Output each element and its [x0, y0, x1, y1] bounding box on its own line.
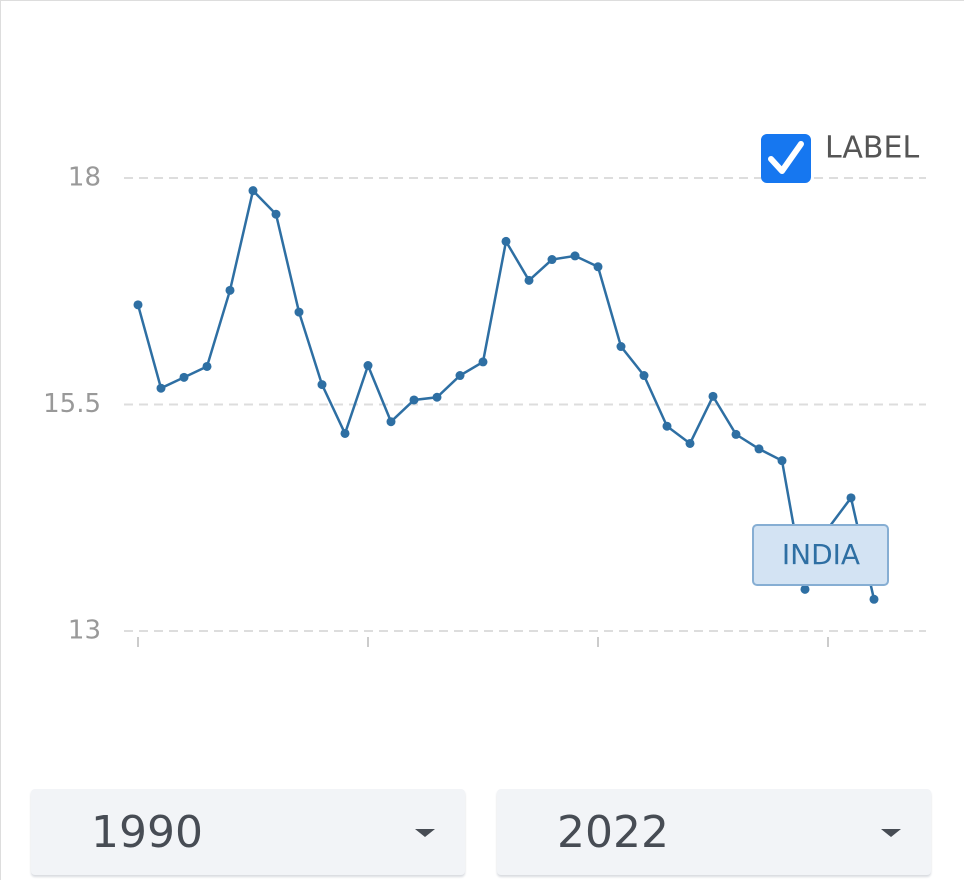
y-tick-label: 18 — [68, 163, 101, 193]
point — [363, 361, 373, 371]
point — [409, 395, 419, 405]
chart: 13 15.5 18 INDIA LABEL — [43, 131, 926, 647]
end-year: 2022 — [557, 807, 669, 858]
y-tick-label: 15.5 — [43, 389, 101, 419]
end-year-dropdown[interactable]: 2022 — [497, 789, 931, 875]
point — [708, 391, 718, 401]
checkbox-label: LABEL — [825, 131, 919, 166]
point — [777, 456, 787, 466]
point — [616, 342, 626, 352]
label-box — [752, 524, 889, 586]
start-year: 1990 — [91, 807, 203, 858]
label-text: INDIA — [782, 538, 860, 571]
point — [432, 392, 442, 402]
point — [133, 300, 143, 310]
series-label: INDIA — [752, 524, 889, 586]
point — [478, 357, 488, 367]
y-tick-label: 13 — [68, 616, 101, 646]
point — [869, 594, 879, 604]
point — [593, 262, 603, 272]
point — [685, 438, 695, 448]
point — [731, 429, 741, 439]
point — [754, 444, 764, 454]
point — [570, 251, 580, 261]
point — [524, 275, 534, 285]
start-year-dropdown[interactable]: 1990 — [31, 789, 465, 875]
point — [501, 236, 511, 246]
point — [294, 307, 304, 317]
point — [271, 209, 281, 219]
point — [800, 584, 810, 594]
check-mark — [768, 141, 804, 174]
point — [156, 383, 166, 393]
point — [225, 285, 235, 295]
point — [386, 417, 396, 427]
point — [455, 371, 465, 381]
point — [317, 380, 327, 390]
point — [547, 255, 557, 265]
label-checkbox[interactable] — [761, 134, 811, 183]
point — [179, 372, 189, 382]
point — [340, 428, 350, 438]
point — [248, 186, 258, 196]
point — [639, 371, 649, 381]
point — [202, 361, 212, 371]
point — [846, 493, 856, 503]
point — [662, 421, 672, 431]
